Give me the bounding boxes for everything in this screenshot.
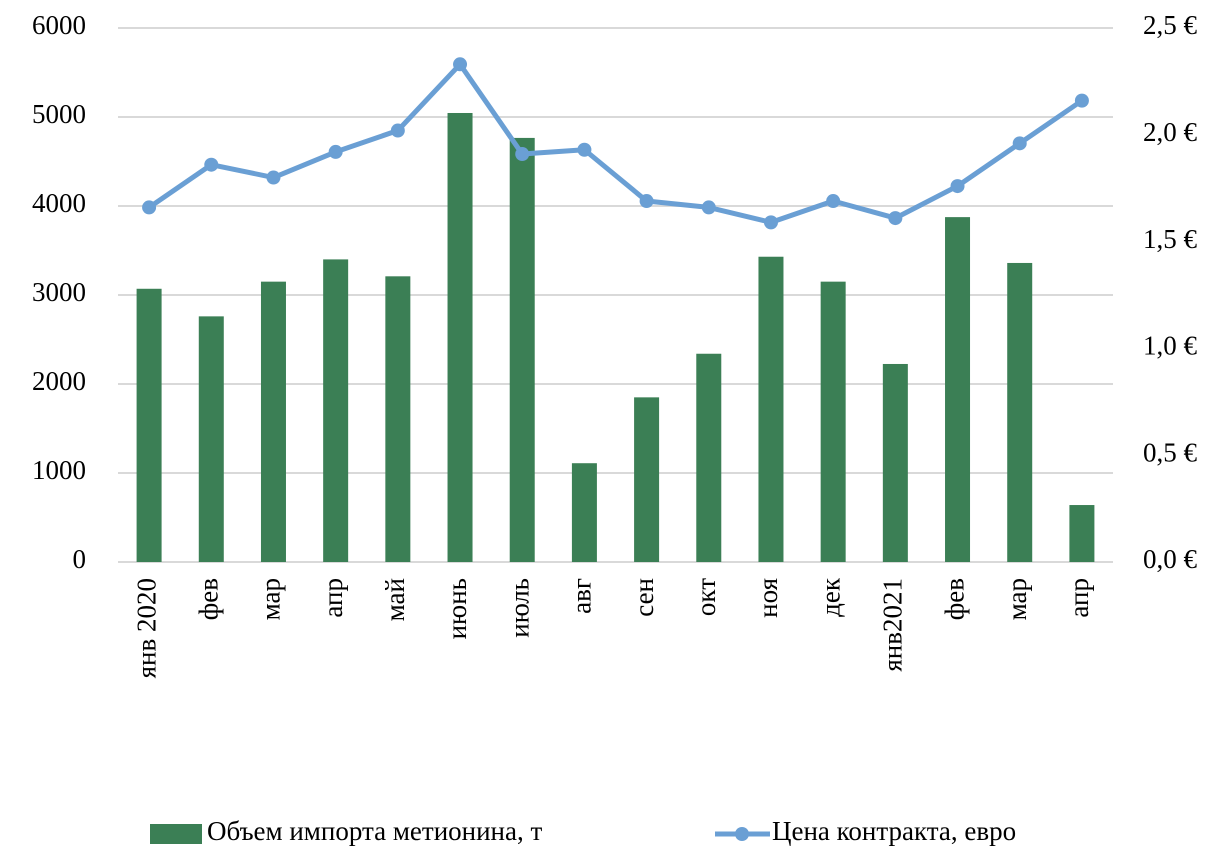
line-marker	[639, 194, 654, 209]
y2-tick-label: 1,0 €	[1143, 331, 1198, 361]
line-marker	[826, 194, 841, 209]
line-marker	[701, 200, 716, 215]
legend-label: Объем импорта метионина, т	[207, 816, 542, 846]
bar	[385, 276, 411, 562]
y-tick-label: 4000	[32, 188, 86, 218]
legend-swatch	[150, 824, 202, 844]
line-marker	[515, 147, 530, 162]
x-tick-label: май	[380, 578, 410, 621]
bar	[260, 281, 286, 562]
bar	[571, 463, 597, 562]
bar	[820, 281, 846, 562]
bar	[758, 256, 784, 562]
line	[147, 61, 1084, 225]
bar	[447, 112, 473, 563]
line-marker	[1012, 136, 1027, 151]
x-tick-label: июль	[504, 578, 534, 638]
x-tick-label: фев	[193, 578, 223, 620]
y-tick-label: 5000	[32, 99, 86, 129]
x-tick-label: июнь	[442, 578, 472, 639]
legend-marker	[735, 827, 749, 841]
y-tick-label: 0	[73, 544, 87, 574]
line-marker	[142, 200, 157, 215]
line-marker	[453, 57, 468, 72]
bar	[198, 316, 224, 562]
x-tick-label: янв2021	[878, 578, 908, 672]
y2-tick-label: 0,0 €	[1143, 544, 1198, 574]
bar	[136, 288, 162, 562]
line-marker	[266, 170, 281, 185]
x-tick-label: апр	[1064, 578, 1094, 618]
y2-tick-label: 0,5 €	[1143, 437, 1198, 467]
line-marker	[204, 157, 219, 172]
y-tick-label: 3000	[32, 277, 86, 307]
x-tick-label: сен	[629, 578, 659, 617]
x-tick-label: мар	[256, 578, 286, 620]
y2-tick-label: 2,5 €	[1143, 10, 1198, 40]
x-tick-label: апр	[318, 578, 348, 618]
bar	[1007, 262, 1033, 562]
x-tick-label: дек	[815, 577, 845, 617]
bar	[945, 217, 971, 562]
y2-tick-label: 1,5 €	[1143, 224, 1198, 254]
bar	[634, 397, 660, 562]
bar	[882, 363, 908, 562]
line-marker	[577, 142, 592, 157]
bar	[509, 137, 535, 563]
bar	[323, 259, 349, 562]
x-tick-label: фев	[940, 578, 970, 620]
x-tick-label: авг	[567, 578, 597, 614]
x-tick-label: мар	[1002, 578, 1032, 620]
line-marker	[328, 144, 343, 159]
bar	[1069, 505, 1095, 562]
y-tick-label: 2000	[32, 366, 86, 396]
line-marker	[763, 215, 778, 230]
y-tick-label: 6000	[32, 10, 86, 40]
line-marker	[390, 123, 405, 138]
line-marker	[888, 211, 903, 226]
x-tick-label: янв 2020	[131, 578, 161, 678]
line-marker	[1074, 93, 1089, 108]
x-tick-label: окт	[691, 578, 721, 616]
y-tick-label: 1000	[32, 455, 86, 485]
y2-tick-label: 2,0 €	[1143, 117, 1198, 147]
bar	[696, 353, 722, 562]
legend-label: Цена контракта, евро	[772, 816, 1016, 846]
x-tick-label: ноя	[753, 578, 783, 618]
line-marker	[950, 179, 965, 194]
